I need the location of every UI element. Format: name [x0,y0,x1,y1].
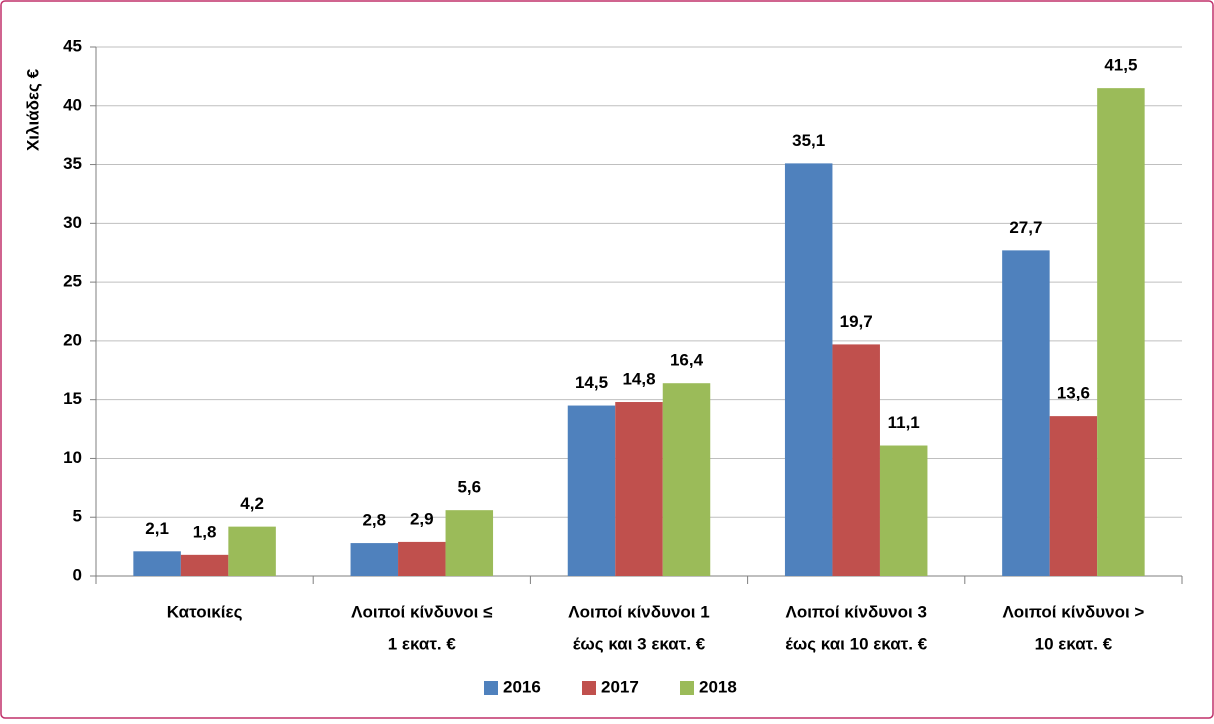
bar [879,445,928,576]
y-tick-label: 45 [63,36,82,55]
bar [1002,250,1050,577]
data-label: 27,7 [1009,218,1042,237]
legend-label: 2017 [601,677,639,696]
y-tick-label: 10 [63,448,82,467]
y-tick-label: 0 [73,565,82,584]
bar [133,551,181,576]
data-label: 2,9 [410,509,434,528]
y-tick-label: 20 [63,330,82,349]
bar [1097,88,1145,577]
data-label: 5,6 [457,478,481,497]
data-label: 2,1 [145,519,169,538]
data-label: 2,8 [362,511,386,530]
data-label: 1,8 [193,522,217,541]
x-tick-label: έως και 10 εκατ. € [785,634,928,653]
y-tick-label: 35 [63,154,82,173]
bar [350,543,399,576]
data-label: 4,2 [240,494,264,513]
x-tick-label: Κατοικίες [167,602,243,621]
y-tick-label: 25 [63,272,82,291]
data-label: 14,5 [575,373,608,392]
bar [615,402,663,576]
x-tick-label: 10 εκατ. € [1035,634,1113,653]
bar [1049,416,1098,576]
bar [567,405,616,576]
data-label: 16,4 [670,351,704,370]
bar [180,554,229,576]
y-axis-label: Χιλιάδες € [23,68,42,151]
legend-label: 2016 [503,677,541,696]
legend-label: 2018 [699,677,737,696]
bar [784,163,833,576]
bar [228,526,276,576]
x-tick-label: 1 εκατ. € [388,634,457,653]
x-tick-label: Λοιποί κίνδυνοι 1 [568,602,709,621]
data-label: 11,1 [888,413,920,432]
legend-swatch [582,681,596,695]
bar [662,383,711,576]
x-tick-label: Λοιποί κίνδυνοι ≤ [351,602,492,621]
x-tick-label: Λοιποί κίνδυνοι 3 [785,602,926,621]
y-tick-label: 30 [63,213,82,232]
data-label: 13,6 [1057,384,1090,403]
legend-swatch [680,681,694,695]
x-tick-label: Λοιποί κίνδυνοι > [1002,602,1144,621]
data-label: 14,8 [622,370,655,389]
bar [445,510,494,576]
legend-swatch [484,681,498,695]
bar [398,541,446,576]
y-tick-label: 15 [63,389,82,408]
data-label: 19,7 [840,312,873,331]
y-tick-label: 40 [63,95,82,114]
bar [832,344,880,576]
x-tick-label: έως και 3 εκατ. € [573,634,706,653]
data-label: 41,5 [1104,56,1137,75]
data-label: 35,1 [792,131,825,150]
y-tick-label: 5 [73,507,82,526]
